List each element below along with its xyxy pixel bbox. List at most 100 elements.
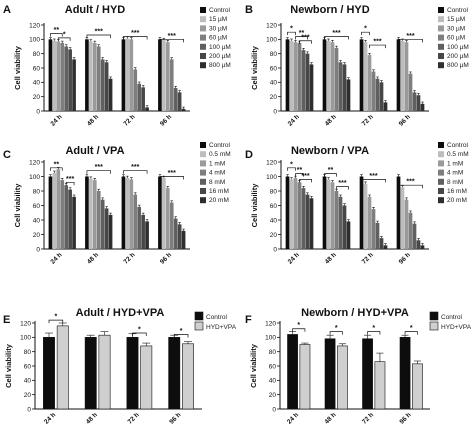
legend-label: 0.5 mM <box>447 151 469 158</box>
bar-c-0-1 <box>52 172 57 249</box>
significance-marker: *** <box>95 29 103 36</box>
legend-label: 200 µM <box>209 53 231 60</box>
y-tick-label: 80 <box>24 349 32 356</box>
x-tick-label: 24 h <box>50 113 64 127</box>
significance-bracket <box>361 31 370 36</box>
legend-swatch <box>200 151 206 158</box>
x-tick-label: 48 h <box>86 113 100 127</box>
y-tick-label: 0 <box>273 108 277 115</box>
y-axis-label: Cell viability <box>4 343 13 388</box>
legend-label: 4 mM <box>209 170 225 177</box>
bar-d-2-2 <box>367 196 372 249</box>
significance-marker: ** <box>328 167 334 174</box>
bar-e-2-0 <box>126 337 139 410</box>
bar-d-1-4 <box>338 196 343 249</box>
bar-d-2-1 <box>363 183 368 249</box>
bar-a-1-1 <box>89 41 93 111</box>
bar-d-3-3 <box>408 212 413 249</box>
panel-title: Adult / VPA <box>65 145 124 157</box>
bar-c-2-3 <box>133 194 138 249</box>
significance-bracket <box>299 40 312 44</box>
x-tick-label: 24 h <box>287 251 301 265</box>
bar-d-1-3 <box>334 191 339 249</box>
legend-label: 1 mM <box>447 160 463 167</box>
bar-b-3-5 <box>416 95 421 111</box>
bar-b-2-4 <box>375 78 380 111</box>
significance-bracket <box>299 179 312 183</box>
significance-marker: *** <box>301 173 309 180</box>
significance-marker: * <box>335 325 338 332</box>
significance-bracket <box>324 173 337 177</box>
y-tick-label: 0 <box>36 246 40 253</box>
bar-b-3-2 <box>404 42 409 112</box>
x-tick-label: 24 h <box>50 251 64 265</box>
bar-e-2-1 <box>140 345 153 410</box>
bar-a-2-2 <box>129 39 134 112</box>
significance-bracket <box>329 331 343 335</box>
x-tick-label: 96 h <box>168 411 182 425</box>
bar-a-3-3 <box>169 59 174 111</box>
legend-swatch <box>200 178 206 185</box>
bar-a-3-5 <box>177 92 182 111</box>
y-tick-label: 100 <box>266 37 277 44</box>
x-tick-label: 48 h <box>86 251 100 265</box>
bar-b-0-6 <box>309 64 314 111</box>
bar-c-1-0 <box>85 176 89 249</box>
y-tick-label: 100 <box>29 174 40 181</box>
significance-bracket <box>132 332 147 337</box>
significance-bracket <box>287 167 296 171</box>
y-tick-label: 60 <box>270 203 278 210</box>
significance-marker: *** <box>332 30 340 37</box>
x-tick-label: 72 h <box>361 113 375 127</box>
x-tick-label: 24 h <box>287 113 301 127</box>
bar-b-2-2 <box>367 55 372 111</box>
bar-a-3-1 <box>162 40 166 111</box>
bar-a-0-0 <box>48 39 53 112</box>
bar-c-1-4 <box>100 199 105 249</box>
legend-swatch <box>200 188 206 194</box>
y-tick-label: 0 <box>272 406 276 413</box>
bar-c-2-1 <box>125 177 130 249</box>
significance-marker: *** <box>338 180 346 187</box>
significance-bracket <box>295 173 304 177</box>
bar-d-0-4 <box>301 188 306 249</box>
x-tick-label: 24 h <box>286 411 300 425</box>
x-tick-label: 96 h <box>398 113 412 127</box>
bar-c-0-6 <box>72 196 76 249</box>
y-tick-label: 120 <box>20 320 31 327</box>
bar-c-3-0 <box>158 176 162 249</box>
bar-c-0-5 <box>68 189 72 249</box>
y-tick-label: 20 <box>270 232 278 239</box>
y-tick-label: 120 <box>266 159 277 166</box>
panel-title: Newborn / VPA <box>291 145 369 157</box>
bar-c-3-2 <box>165 188 170 249</box>
bar-c-0-4 <box>64 185 69 249</box>
y-tick-label: 60 <box>270 65 278 72</box>
x-tick-label: 96 h <box>399 411 413 425</box>
panel-c: C Adult / VPA Cell viability 0 20 40 60 80 100 12… <box>3 142 231 266</box>
bar-d-2-5 <box>379 238 384 249</box>
x-tick-label: 96 h <box>398 251 412 265</box>
legend-label: 0.5 mM <box>209 151 231 158</box>
y-axis-label: Cell viability <box>13 183 22 228</box>
panel-title: Newborn / HYD+VPA <box>301 307 409 319</box>
bar-d-2-4 <box>375 222 380 249</box>
panel-b: B Newborn / HYD Cell viability 0 20 40 60 80 100… <box>245 4 469 128</box>
bar-b-1-2 <box>330 42 335 112</box>
bar-c-2-4 <box>137 206 142 249</box>
bar-a-1-3 <box>96 46 101 111</box>
y-axis-label: Cell viability <box>13 45 22 90</box>
legend-swatch <box>438 142 444 148</box>
legend-swatch <box>200 62 206 69</box>
x-tick-label: 96 h <box>159 113 173 127</box>
legend-swatch <box>200 25 206 32</box>
bar-f-0-1 <box>299 344 311 410</box>
bar-b-3-3 <box>408 73 413 111</box>
bar-a-0-4 <box>64 46 69 111</box>
legend-label: Control <box>447 142 469 149</box>
bar-f-3-0 <box>399 337 411 410</box>
bar-d-1-6 <box>346 221 351 249</box>
significance-bracket <box>86 170 111 174</box>
bar-e-1-0 <box>84 337 97 410</box>
legend-swatch <box>438 43 444 50</box>
